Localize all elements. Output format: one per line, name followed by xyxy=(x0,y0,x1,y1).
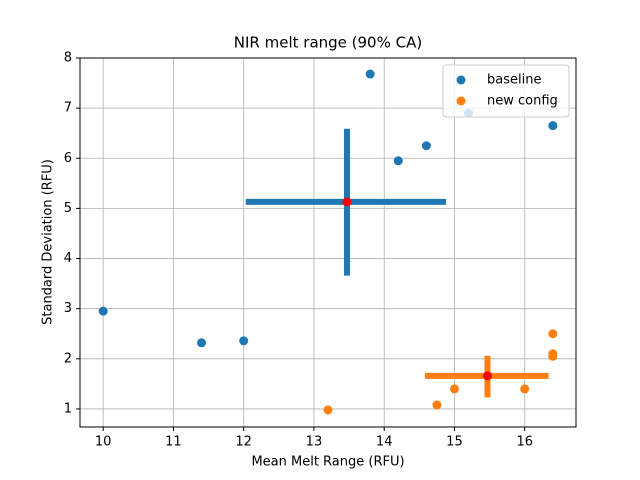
y-tick-label: 8 xyxy=(64,51,72,66)
y-tick-label: 3 xyxy=(64,301,72,316)
x-tick-label: 11 xyxy=(165,435,182,450)
center-point xyxy=(482,371,492,381)
legend-marker xyxy=(456,75,466,85)
y-axis-label: Standard Deviation (RFU) xyxy=(41,159,56,325)
chart-title: NIR melt range (90% CA) xyxy=(234,34,422,52)
x-tick-label: 10 xyxy=(95,435,112,450)
y-tick-label: 1 xyxy=(64,401,72,416)
legend-label: baseline xyxy=(487,73,541,88)
point xyxy=(449,384,459,394)
point xyxy=(548,329,558,339)
y-tick-label: 7 xyxy=(64,101,72,116)
center-point xyxy=(342,197,352,207)
x-tick-label: 14 xyxy=(376,435,393,450)
point xyxy=(520,384,530,394)
plot-frame xyxy=(79,57,577,428)
point xyxy=(365,69,375,79)
point xyxy=(548,121,558,131)
y-tick-label: 4 xyxy=(64,251,72,266)
x-tick-label: 13 xyxy=(306,435,323,450)
point xyxy=(98,306,108,316)
legend-label: new config xyxy=(487,94,558,109)
y-tick-label: 6 xyxy=(64,151,72,166)
legend-marker xyxy=(456,96,466,106)
legend-box xyxy=(442,64,570,118)
y-tick-label: 5 xyxy=(64,201,72,216)
point xyxy=(393,156,403,166)
y-tick-label: 2 xyxy=(64,351,72,366)
x-tick-label: 16 xyxy=(516,435,533,450)
x-tick-label: 12 xyxy=(235,435,252,450)
point xyxy=(421,141,431,151)
point xyxy=(432,400,442,410)
point xyxy=(239,336,249,346)
point xyxy=(323,405,333,415)
x-axis-label: Mean Melt Range (RFU) xyxy=(251,455,404,470)
point xyxy=(548,351,558,361)
point xyxy=(197,338,207,348)
x-tick-label: 15 xyxy=(446,435,463,450)
